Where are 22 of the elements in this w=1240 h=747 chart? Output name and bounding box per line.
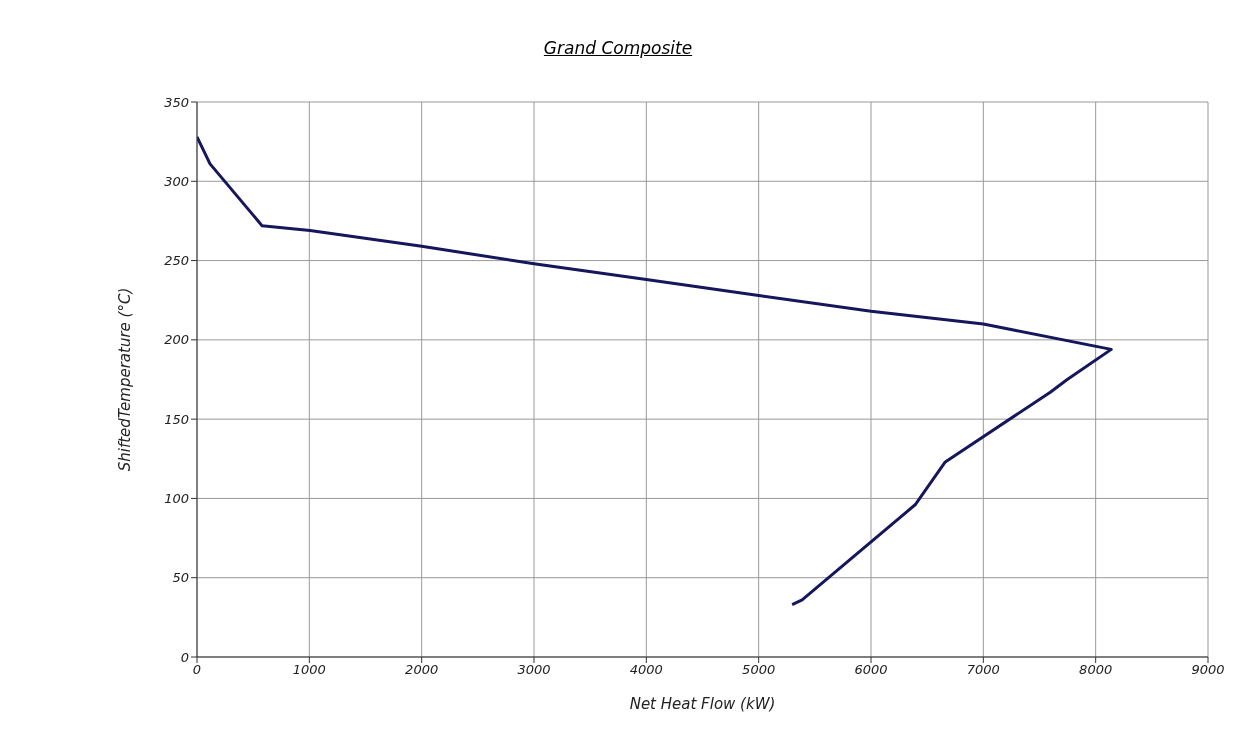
x-tick-label: 3000 <box>517 662 551 678</box>
y-axis-title: ShiftedTemperature (°C) <box>116 287 135 472</box>
y-tick-label: 200 <box>164 332 189 348</box>
y-tick-label: 300 <box>164 173 189 189</box>
x-axis-title: Net Heat Flow (kW) <box>629 695 776 713</box>
y-tick-label: 350 <box>164 94 189 110</box>
x-tick-label: 1000 <box>292 662 326 678</box>
x-tick-label: 6000 <box>854 662 888 678</box>
y-tick-label: 100 <box>164 491 189 507</box>
x-tick-label: 2000 <box>405 662 439 678</box>
x-tick-label: 9000 <box>1191 662 1225 678</box>
x-tick-label: 0 <box>192 662 202 678</box>
y-tick-label: 250 <box>164 253 189 269</box>
y-tick-label: 150 <box>164 411 189 427</box>
x-tick-label: 7000 <box>966 662 1000 678</box>
chart-title: Grand Composite <box>542 38 694 58</box>
line-series <box>197 135 1113 607</box>
x-tick-label: 8000 <box>1079 662 1113 678</box>
x-tick-label: 4000 <box>629 662 663 678</box>
y-tick-label: 0 <box>180 649 189 665</box>
x-tick-label: 5000 <box>742 662 776 678</box>
y-tick-label: 50 <box>172 570 189 586</box>
